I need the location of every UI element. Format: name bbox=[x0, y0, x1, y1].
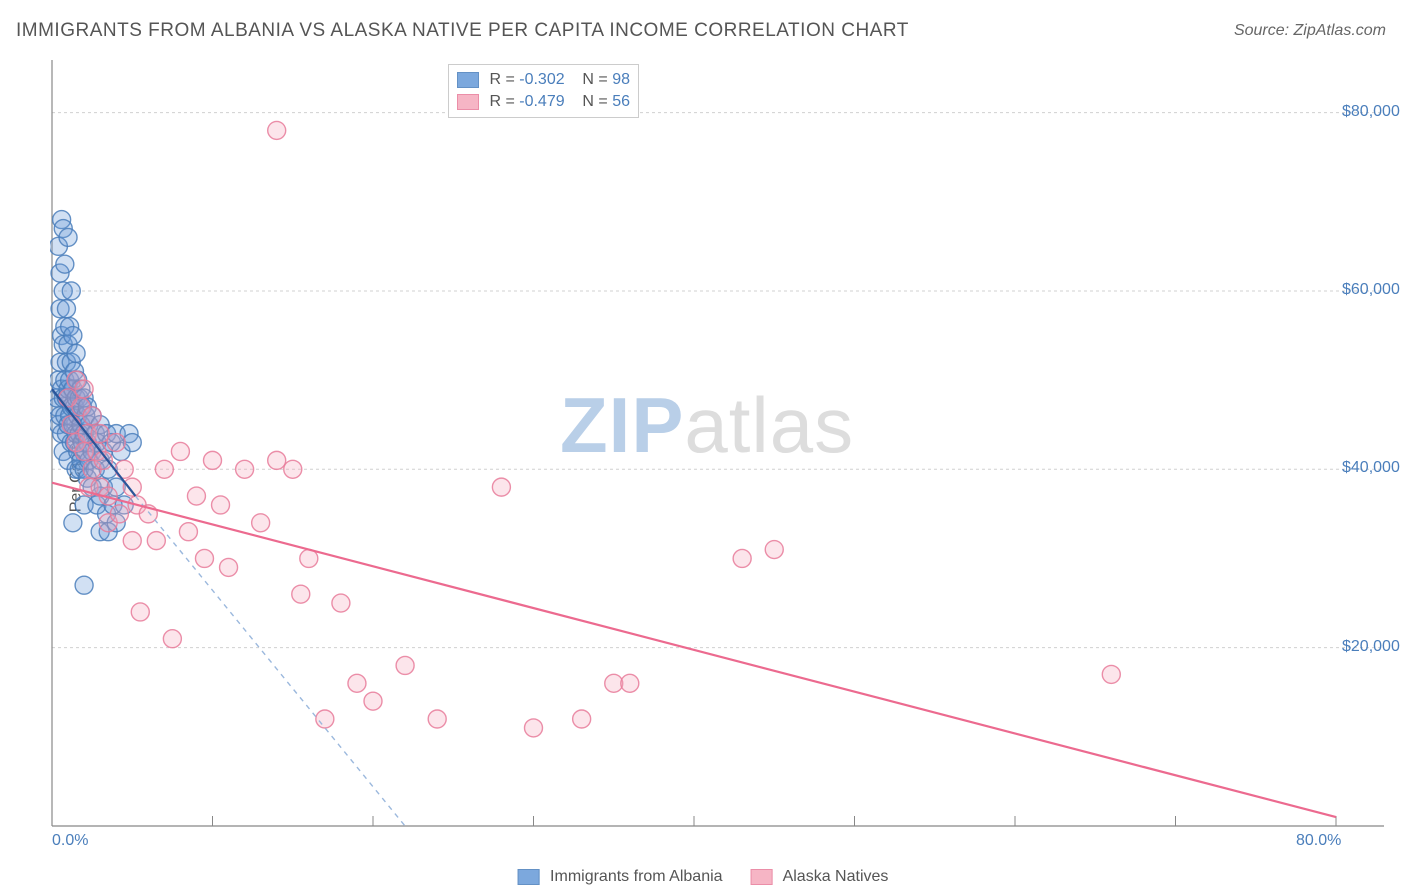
correlation-legend: R = -0.302 N = 98 R = -0.479 N = 56 bbox=[448, 64, 639, 118]
legend-item: Immigrants from Albania bbox=[518, 868, 723, 886]
source-label: Source: ZipAtlas.com bbox=[1234, 22, 1386, 40]
series-legend: Immigrants from Albania Alaska Natives bbox=[506, 868, 901, 886]
x-tick-label: 0.0% bbox=[52, 832, 88, 850]
legend-row: R = -0.302 N = 98 bbox=[457, 69, 630, 91]
y-tick-label: $80,000 bbox=[1342, 103, 1400, 121]
swatch-icon bbox=[457, 94, 479, 110]
y-tick-label: $20,000 bbox=[1342, 638, 1400, 656]
y-tick-label: $60,000 bbox=[1342, 281, 1400, 299]
scatter-plot bbox=[50, 58, 1386, 846]
swatch-icon bbox=[457, 72, 479, 88]
x-tick-label: 80.0% bbox=[1296, 832, 1341, 850]
y-tick-label: $40,000 bbox=[1342, 459, 1400, 477]
chart-title: IMMIGRANTS FROM ALBANIA VS ALASKA NATIVE… bbox=[16, 20, 909, 42]
legend-row: R = -0.479 N = 56 bbox=[457, 91, 630, 113]
swatch-icon bbox=[751, 869, 773, 885]
legend-item: Alaska Natives bbox=[751, 868, 888, 886]
swatch-icon bbox=[518, 869, 540, 885]
